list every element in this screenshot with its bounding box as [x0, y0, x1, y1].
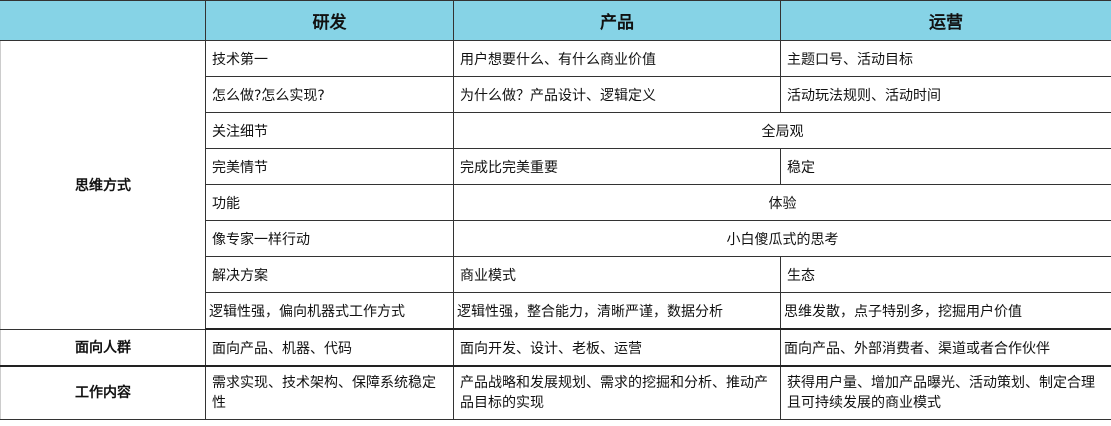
header-row: 研发 产品 运营 [0, 0, 1111, 41]
table-row: 逻辑性强，偏向机器式工作方式 逻辑性强，整合能力，清晰严谨，数据分析 思维发散，… [1, 292, 1111, 330]
cell: 关注细节 [205, 112, 454, 149]
cell-merged: 小白傻瓜式的思考 [453, 220, 1111, 257]
table-row: 像专家一样行动 小白傻瓜式的思考 [1, 220, 1111, 257]
cell-merged: 体验 [453, 184, 1111, 221]
cell: 逻辑性强，整合能力，清晰严谨，数据分析 [453, 292, 781, 330]
header-product: 产品 [453, 0, 781, 41]
cell: 技术第一 [205, 40, 454, 77]
table-row: 思维方式 技术第一 用户想要什么、有什么商业价值 主题口号、活动目标 [0, 40, 1111, 330]
cell: 解决方案 [205, 256, 454, 293]
table-row: 面向人群 面向产品、机器、代码 面向开发、设计、老板、运营 面向产品、外部消费者… [0, 328, 1111, 367]
cell: 用户想要什么、有什么商业价值 [453, 40, 781, 77]
header-rd: 研发 [205, 0, 454, 41]
cell: 面向开发、设计、老板、运营 [453, 328, 781, 367]
table-row: 怎么做?怎么实现? 为什么做？产品设计、逻辑定义 活动玩法规则、活动时间 [1, 76, 1111, 113]
cell: 完美情节 [205, 148, 454, 185]
cell-merged: 全局观 [453, 112, 1111, 149]
cell: 逻辑性强，偏向机器式工作方式 [205, 292, 454, 330]
table-row: 完美情节 完成比完美重要 稳定 [1, 148, 1111, 185]
table-row: 解决方案 商业模式 生态 [1, 256, 1111, 293]
cell: 面向产品、外部消费者、渠道或者合作伙伴 [780, 328, 1111, 367]
header-operations: 运营 [780, 0, 1111, 41]
cell: 为什么做？产品设计、逻辑定义 [453, 76, 781, 113]
cell: 需求实现、技术架构、保障系统稳定性 [205, 365, 454, 420]
cell: 活动玩法规则、活动时间 [780, 76, 1111, 113]
cell: 面向产品、机器、代码 [205, 328, 454, 367]
cell: 生态 [780, 256, 1111, 293]
category-work: 工作内容 [0, 365, 206, 420]
cell: 商业模式 [453, 256, 781, 293]
cell: 怎么做?怎么实现? [205, 76, 454, 113]
cell: 完成比完美重要 [453, 148, 781, 185]
cell: 获得用户量、增加产品曝光、活动策划、制定合理且可持续发展的商业模式 [780, 365, 1111, 420]
header-blank [0, 0, 206, 41]
table-row: 工作内容 需求实现、技术架构、保障系统稳定性 产品战略和发展规划、需求的挖掘和分… [0, 365, 1111, 420]
category-audience: 面向人群 [0, 328, 206, 367]
category-thinking: 思维方式 [0, 40, 206, 330]
table-row: 功能 体验 [1, 184, 1111, 221]
cell: 产品战略和发展规划、需求的挖掘和分析、推动产品目标的实现 [453, 365, 781, 420]
cell: 功能 [205, 184, 454, 221]
cell: 思维发散，点子特别多，挖掘用户价值 [780, 292, 1111, 330]
cell: 稳定 [780, 148, 1111, 185]
table-row: 关注细节 全局观 [1, 112, 1111, 149]
cell: 主题口号、活动目标 [780, 40, 1111, 77]
cell: 像专家一样行动 [205, 220, 454, 257]
